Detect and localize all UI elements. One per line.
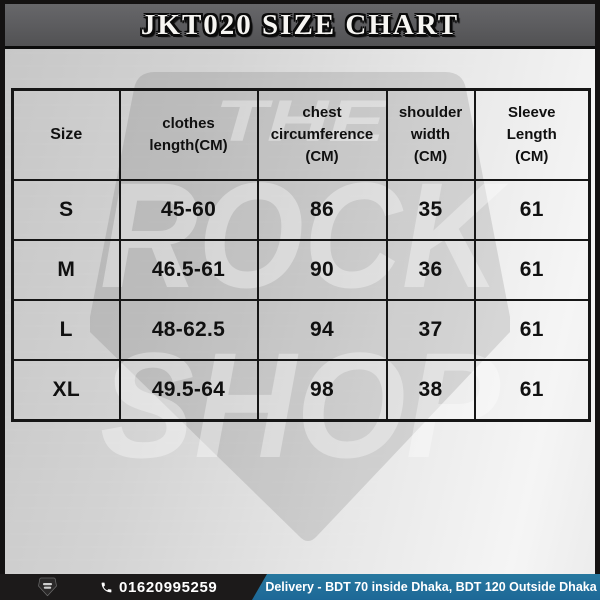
cell-clothes-length: 48-62.5 [118,299,259,361]
header-cell-sleeve-length: Sleeve Length (CM) [473,88,591,181]
phone-icon [101,582,112,592]
cell-sleeve: 61 [473,179,591,241]
cell-chest: 94 [256,299,388,361]
cell-sleeve: 61 [473,299,591,361]
cell-size: M [11,239,121,301]
cell-shoulder: 35 [385,179,476,241]
delivery-text: Delivery - BDT 70 inside Dhaka, BDT 120 … [265,580,597,594]
title-bar: JKT020 SIZE CHART [5,4,595,49]
cell-chest: 90 [256,239,388,301]
chart-body: THE ROCK SHOP Size clothes length(CM) ch… [5,49,595,574]
header-cell-shoulder-width: shoulder width (CM) [385,88,476,181]
header-cell-size: Size [11,88,121,181]
table-header-row: Size clothes length(CM) chest circumfere… [11,88,591,181]
cell-chest: 98 [256,359,388,422]
rockshop-logo-icon [38,577,57,597]
phone-number: 01620995259 [119,578,218,596]
footer-bar: 01620995259 Delivery - BDT 70 inside Dha… [0,574,600,600]
cell-shoulder: 36 [385,239,476,301]
cell-sleeve: 61 [473,239,591,301]
phone-contact: 01620995259 [100,574,217,600]
cell-clothes-length: 49.5-64 [118,359,259,422]
header-cell-clothes-length: clothes length(CM) [118,88,259,181]
cell-clothes-length: 45-60 [118,179,259,241]
table-row-l: L 48-62.5 94 37 61 [11,299,591,361]
cell-chest: 86 [256,179,388,241]
cell-shoulder: 37 [385,299,476,361]
cell-size: L [11,299,121,361]
delivery-banner: Delivery - BDT 70 inside Dhaka, BDT 120 … [252,574,600,600]
table-row-m: M 46.5-61 90 36 61 [11,239,591,301]
page-title: JKT020 SIZE CHART [140,8,460,41]
cell-clothes-length: 46.5-61 [118,239,259,301]
cell-sleeve: 61 [473,359,591,422]
header-cell-chest-circumference: chest circumference (CM) [256,88,388,181]
cell-size: S [11,179,121,241]
cell-size: XL [11,359,121,422]
table-row-xl: XL 49.5-64 98 38 61 [11,359,591,422]
table-row-s: S 45-60 86 35 61 [11,179,591,241]
cell-shoulder: 38 [385,359,476,422]
size-table: Size clothes length(CM) chest circumfere… [11,88,591,422]
